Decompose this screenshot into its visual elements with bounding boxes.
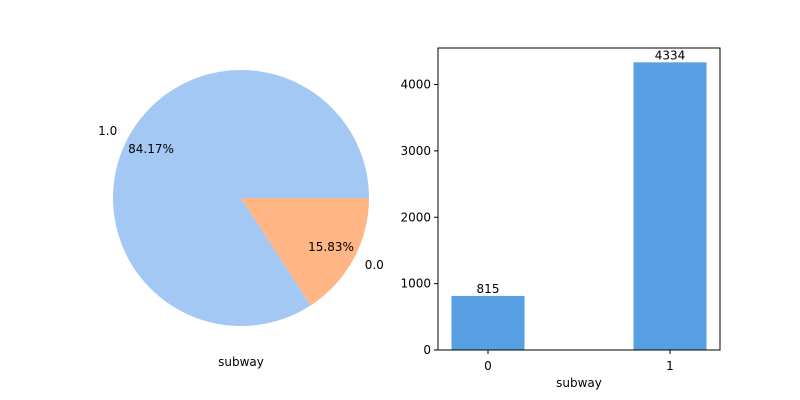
y-tick-label: 4000 bbox=[400, 78, 431, 92]
pie-pct-label-1: 15.83% bbox=[308, 240, 354, 254]
y-axis: 0 1000 2000 3000 4000 bbox=[400, 78, 438, 357]
x-tick-label: 0 bbox=[484, 359, 492, 373]
plot-frame bbox=[437, 47, 721, 351]
bars: 815 4334 bbox=[451, 48, 707, 351]
y-tick-label: 3000 bbox=[400, 144, 431, 158]
bar-value-label-0: 815 bbox=[477, 282, 500, 296]
y-tick-label: 1000 bbox=[400, 277, 431, 291]
pie-chart: 1.0 84.17% 0.0 15.83% bbox=[98, 70, 384, 327]
pie-slice-label-0: 1.0 bbox=[98, 124, 117, 138]
bar-0 bbox=[451, 295, 525, 350]
y-tick-label: 2000 bbox=[400, 210, 431, 224]
pie-slice-label-1: 0.0 bbox=[365, 258, 384, 272]
bar-value-label-1: 4334 bbox=[655, 48, 686, 62]
pie-slice-1 bbox=[241, 198, 369, 306]
pie-slice-0 bbox=[112, 70, 369, 327]
x-tick-label: 1 bbox=[666, 359, 674, 373]
pie-pct-label-0: 84.17% bbox=[128, 142, 174, 156]
bar-1 bbox=[633, 62, 707, 351]
y-tick-label: 0 bbox=[423, 343, 431, 357]
bar-xlabel: subway bbox=[556, 376, 602, 390]
pie-xlabel: subway bbox=[218, 355, 264, 369]
